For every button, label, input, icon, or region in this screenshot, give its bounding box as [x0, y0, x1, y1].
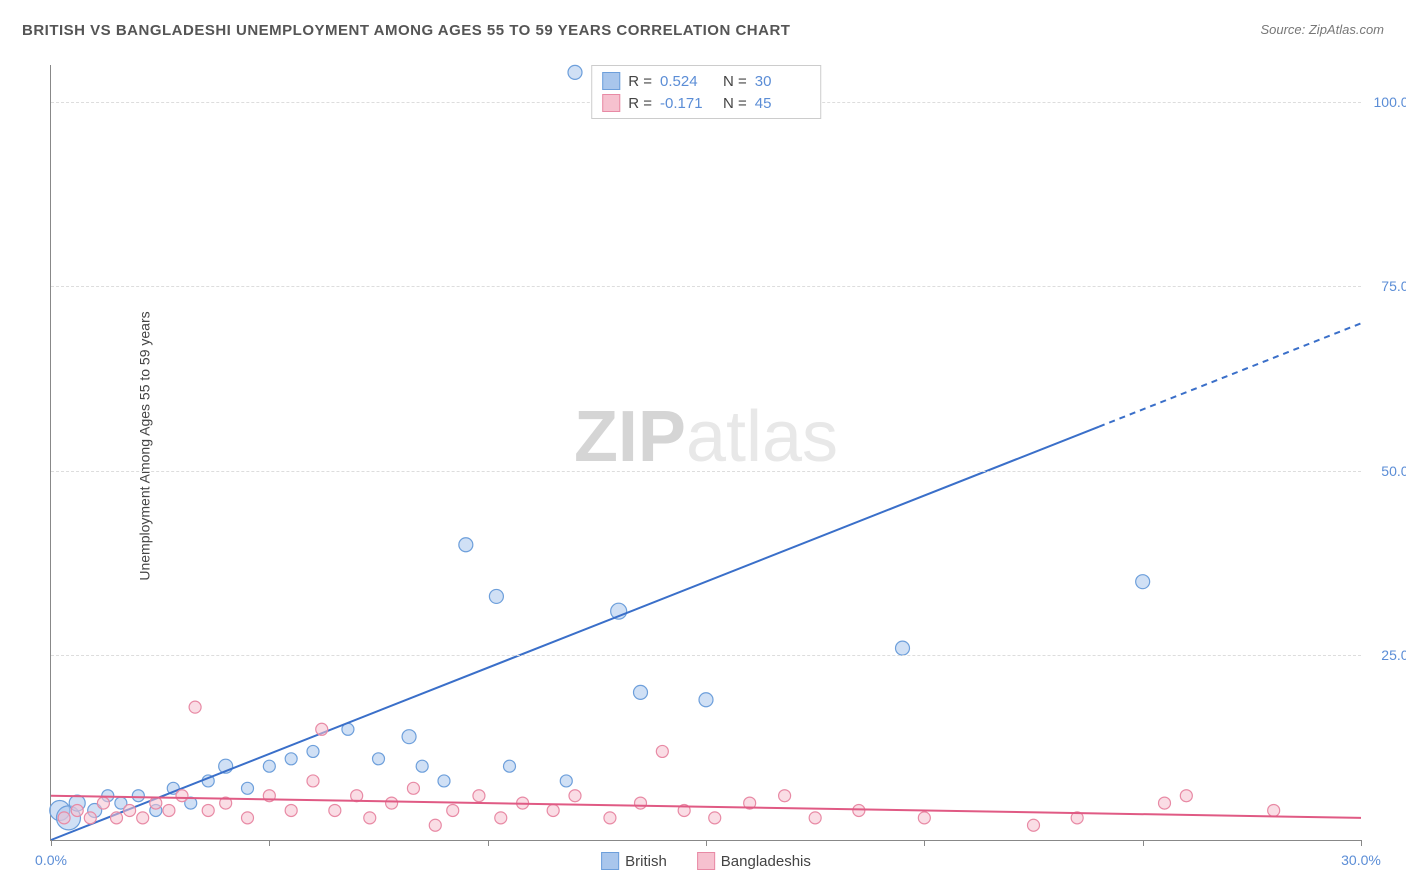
gridline [51, 471, 1361, 472]
data-point [634, 685, 648, 699]
data-point [202, 804, 214, 816]
data-point [635, 797, 647, 809]
data-point [504, 760, 516, 772]
x-tick-label: 0.0% [35, 852, 67, 868]
legend-item: British [601, 852, 667, 870]
data-point [386, 797, 398, 809]
data-point [709, 812, 721, 824]
data-point [779, 790, 791, 802]
x-tick [1361, 840, 1362, 846]
data-point [373, 753, 385, 765]
plot-svg [51, 65, 1361, 840]
data-point [1028, 819, 1040, 831]
data-point [447, 804, 459, 816]
source-attribution: Source: ZipAtlas.com [1260, 22, 1384, 37]
data-point [896, 641, 910, 655]
y-tick-label: 100.0% [1374, 94, 1406, 110]
series-legend: British Bangladeshis [601, 852, 811, 870]
data-point [459, 538, 473, 552]
data-point [307, 775, 319, 787]
data-point [473, 790, 485, 802]
data-point [189, 701, 201, 713]
trend-line-dashed [1099, 323, 1361, 426]
x-tick [706, 840, 707, 846]
plot-area: ZIPatlas R =0.524 N =30 R =-0.171 N =45 … [50, 65, 1361, 841]
legend-item: Bangladeshis [697, 852, 811, 870]
data-point [560, 775, 572, 787]
data-point [84, 812, 96, 824]
data-point [1159, 797, 1171, 809]
data-point [163, 804, 175, 816]
x-tick [488, 840, 489, 846]
data-point [242, 782, 254, 794]
data-point [1136, 575, 1150, 589]
data-point [1180, 790, 1192, 802]
data-point [285, 804, 297, 816]
data-point [809, 812, 821, 824]
data-point [124, 804, 136, 816]
data-point [137, 812, 149, 824]
data-point [699, 693, 713, 707]
legend-row-bangladeshis: R =-0.171 N =45 [602, 92, 810, 114]
x-tick [924, 840, 925, 846]
data-point [307, 745, 319, 757]
data-point [329, 804, 341, 816]
legend-label: Bangladeshis [721, 853, 811, 870]
x-tick [1143, 840, 1144, 846]
data-point [364, 812, 376, 824]
data-point [316, 723, 328, 735]
data-point [150, 797, 162, 809]
legend-swatch [697, 852, 715, 870]
legend-row-british: R =0.524 N =30 [602, 70, 810, 92]
data-point [438, 775, 450, 787]
legend-swatch [601, 852, 619, 870]
data-point [416, 760, 428, 772]
x-tick [269, 840, 270, 846]
data-point [176, 790, 188, 802]
data-point [407, 782, 419, 794]
data-point [58, 812, 70, 824]
data-point [97, 797, 109, 809]
data-point [402, 730, 416, 744]
data-point [242, 812, 254, 824]
chart-title: BRITISH VS BANGLADESHI UNEMPLOYMENT AMON… [22, 22, 790, 39]
swatch-bangladeshis [602, 94, 620, 112]
data-point [71, 804, 83, 816]
data-point [132, 790, 144, 802]
gridline [51, 286, 1361, 287]
trend-line [51, 427, 1099, 840]
data-point [918, 812, 930, 824]
data-point [495, 812, 507, 824]
x-tick [51, 840, 52, 846]
data-point [489, 589, 503, 603]
data-point [547, 804, 559, 816]
swatch-british [602, 72, 620, 90]
x-tick-label: 30.0% [1341, 852, 1381, 868]
data-point [656, 745, 668, 757]
y-tick-label: 75.0% [1381, 278, 1406, 294]
data-point [111, 812, 123, 824]
correlation-legend: R =0.524 N =30 R =-0.171 N =45 [591, 65, 821, 119]
y-tick-label: 25.0% [1381, 647, 1406, 663]
data-point [1268, 804, 1280, 816]
data-point [263, 760, 275, 772]
data-point [569, 790, 581, 802]
y-tick-label: 50.0% [1381, 463, 1406, 479]
legend-label: British [625, 853, 667, 870]
data-point [604, 812, 616, 824]
data-point [853, 804, 865, 816]
gridline [51, 655, 1361, 656]
data-point [285, 753, 297, 765]
data-point [429, 819, 441, 831]
data-point [568, 65, 582, 79]
